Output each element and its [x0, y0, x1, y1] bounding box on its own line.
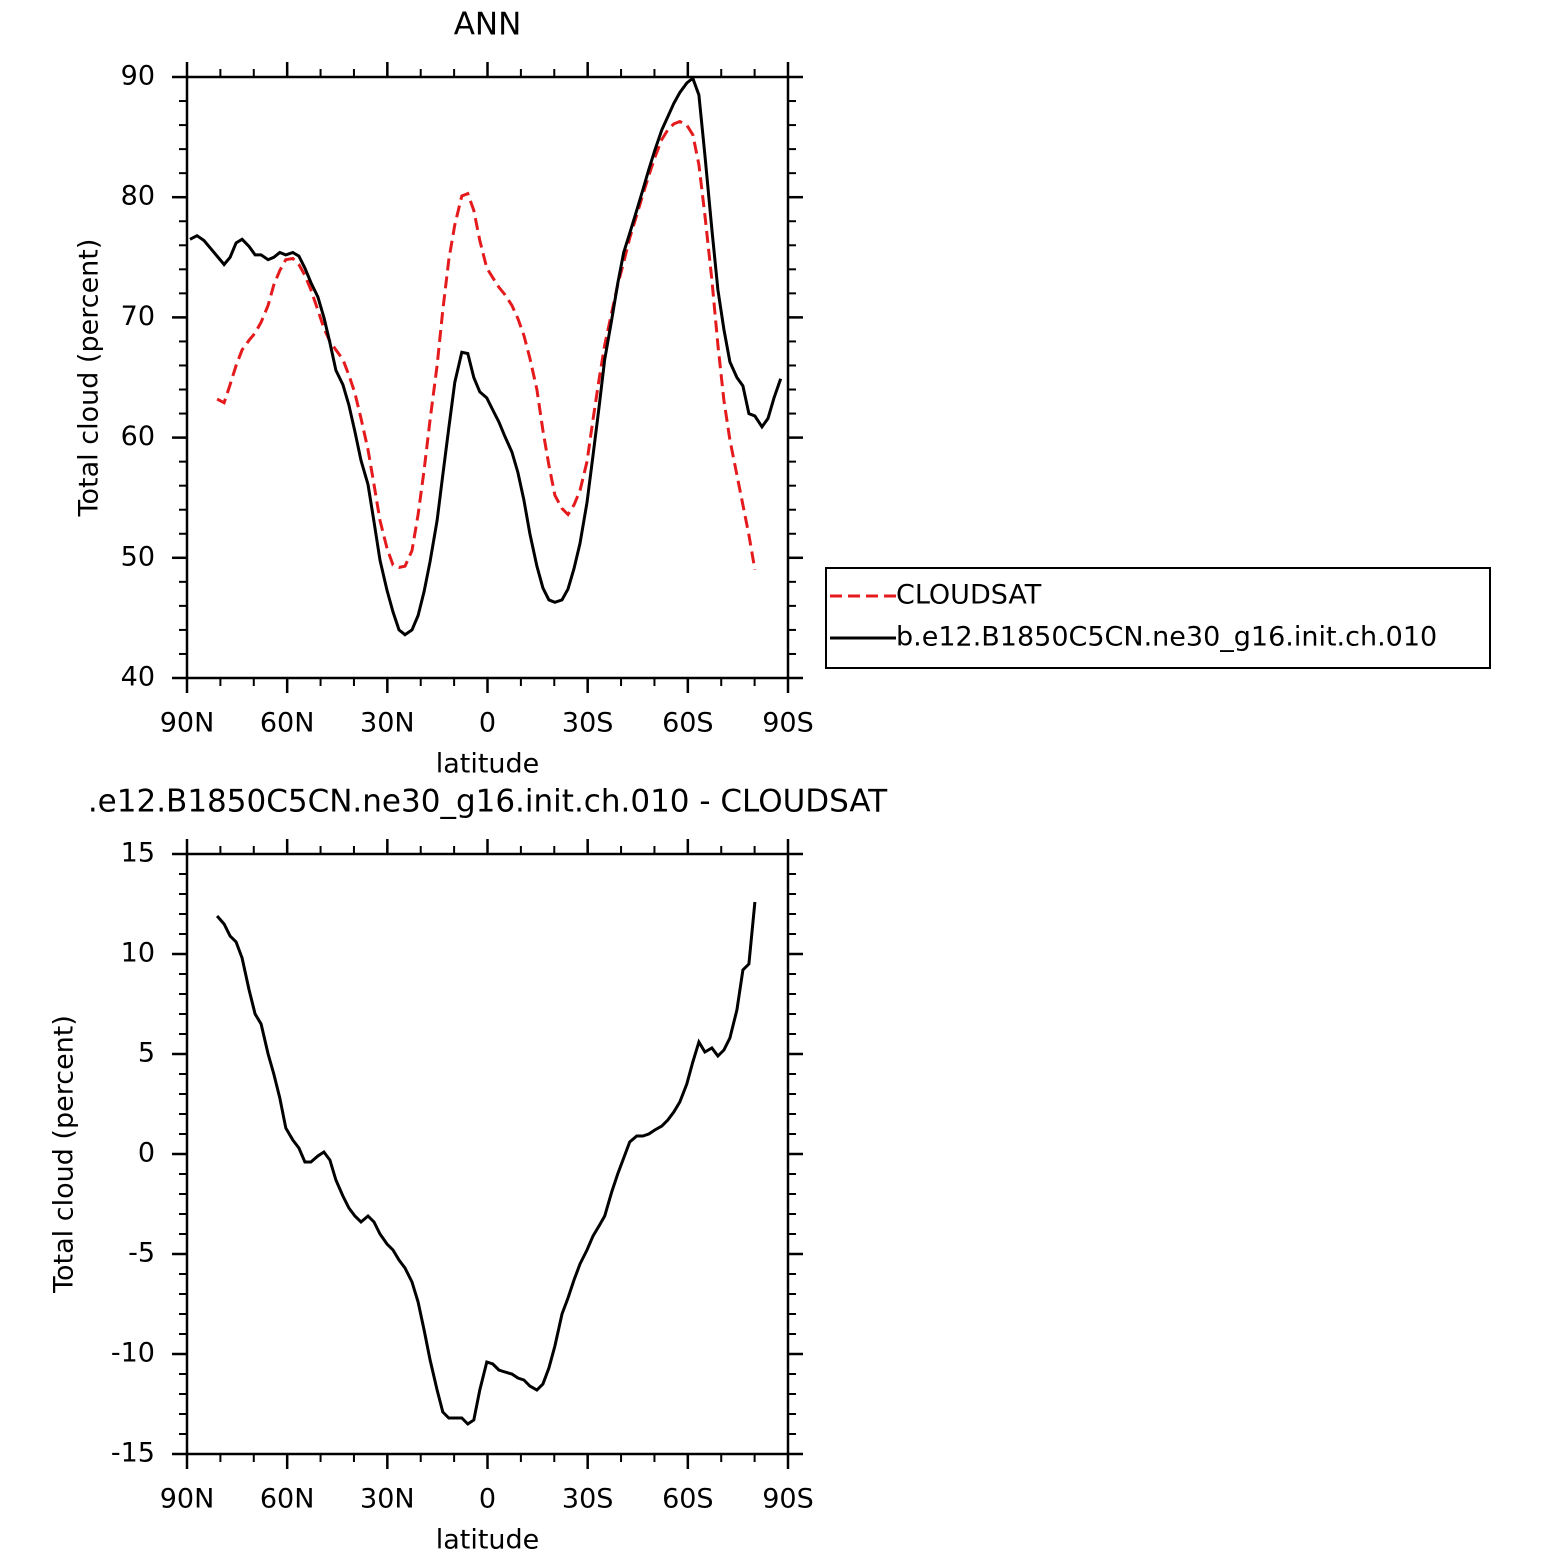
x-tick-label: 90N	[160, 708, 215, 739]
y-tick-label: 80	[121, 181, 155, 212]
x-tick-label: 60S	[662, 708, 714, 739]
y-tick-label: 40	[121, 662, 155, 693]
x-axis-label: latitude	[436, 749, 540, 780]
data-line	[216, 119, 757, 571]
x-axis-label: latitude	[436, 1525, 540, 1556]
y-tick-label: 60	[121, 421, 155, 452]
data-line	[189, 75, 783, 637]
y-tick-label: 90	[121, 61, 155, 92]
y-tick-label: 15	[121, 838, 155, 869]
y-axis-label: Total cloud (percent)	[74, 239, 105, 518]
x-tick-label: 90S	[762, 708, 814, 739]
chart-title: .e12.B1850C5CN.ne30_g16.init.ch.010 - CL…	[88, 784, 888, 820]
legend-box	[825, 567, 1491, 669]
y-tick-label: 0	[138, 1138, 155, 1169]
x-tick-label: 0	[479, 708, 496, 739]
x-tick-label: 30N	[360, 1484, 415, 1515]
data-line	[215, 901, 757, 1426]
x-tick-label: 60N	[260, 708, 315, 739]
y-tick-label: 5	[138, 1038, 155, 1069]
x-tick-label: 30N	[360, 708, 415, 739]
y-tick-label: 50	[121, 541, 155, 572]
y-tick-label: -15	[111, 1438, 155, 1469]
chart-title: ANN	[454, 7, 522, 43]
y-tick-label: -10	[111, 1338, 155, 1369]
x-tick-label: 60N	[260, 1484, 315, 1515]
y-tick-label: 70	[121, 301, 155, 332]
x-tick-label: 60S	[662, 1484, 714, 1515]
y-tick-label: 10	[121, 938, 155, 969]
y-axis-label: Total cloud (percent)	[49, 1015, 80, 1294]
x-tick-label: 30S	[562, 1484, 614, 1515]
legend-label: b.e12.B1850C5CN.ne30_g16.init.ch.010	[896, 622, 1437, 653]
x-tick-label: 0	[479, 1484, 496, 1515]
x-tick-label: 90N	[160, 1484, 215, 1515]
legend-label: CLOUDSAT	[896, 580, 1042, 611]
x-tick-label: 30S	[562, 708, 614, 739]
y-tick-label: -5	[128, 1238, 155, 1269]
x-tick-label: 90S	[762, 1484, 814, 1515]
